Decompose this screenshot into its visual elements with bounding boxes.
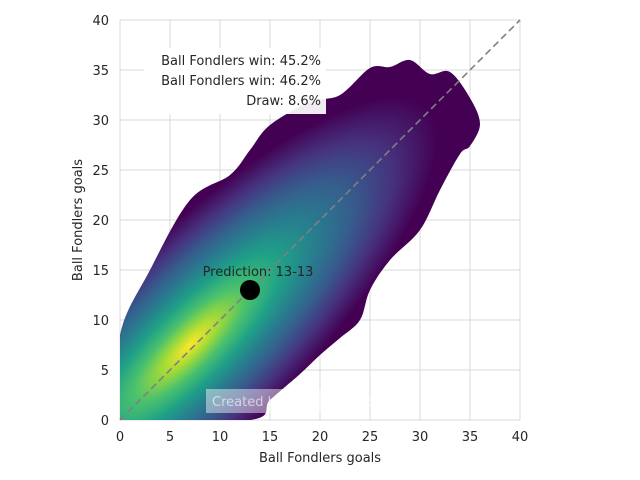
diagonal-line xyxy=(119,19,521,421)
annotation-box xyxy=(144,48,326,114)
y-tick-label: 30 xyxy=(92,114,109,129)
y-axis-label: Ball Fondlers goals xyxy=(71,159,86,281)
x-tick-label: 20 xyxy=(312,430,329,445)
y-tick-label: 35 xyxy=(92,64,109,79)
y-tick-label: 15 xyxy=(92,264,109,279)
x-tick-label: 40 xyxy=(512,430,529,445)
y-tick-label: 20 xyxy=(92,214,109,229)
x-tick-label: 30 xyxy=(412,430,429,445)
y-tick-label: 5 xyxy=(101,364,109,379)
x-tick-label: 35 xyxy=(462,430,479,445)
prediction-point xyxy=(240,280,260,300)
y-tick-label: 40 xyxy=(92,14,109,29)
x-tick-label: 15 xyxy=(262,430,279,445)
x-tick-label: 0 xyxy=(116,430,124,445)
x-tick-labels: 0 5 10 15 20 25 30 35 40 xyxy=(116,430,528,445)
watermark-box xyxy=(206,389,326,413)
watermark: Created by Michael Nefiodovas xyxy=(212,395,414,410)
y-tick-labels: 0 5 10 15 20 25 30 35 40 xyxy=(92,14,109,429)
y-tick-label: 25 xyxy=(92,164,109,179)
y-tick-label: 10 xyxy=(92,314,109,329)
x-tick-label: 5 xyxy=(166,430,174,445)
annotation-home-win: Ball Fondlers win: 45.2% xyxy=(161,54,321,69)
x-tick-label: 10 xyxy=(212,430,229,445)
x-tick-label: 25 xyxy=(362,430,379,445)
prediction-label: Prediction: 13-13 xyxy=(203,265,314,280)
x-axis-label: Ball Fondlers goals xyxy=(259,451,381,466)
annotation-away-win: Ball Fondlers win: 46.2% xyxy=(161,74,321,89)
y-tick-label: 0 xyxy=(101,414,109,429)
annotation-draw: Draw: 8.6% xyxy=(246,94,321,109)
